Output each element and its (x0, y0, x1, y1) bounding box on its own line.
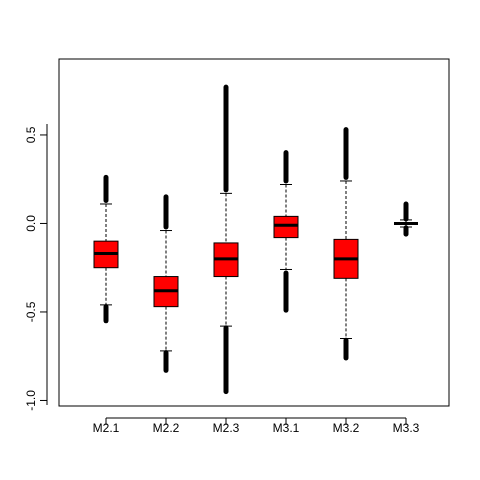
y-tick-label: -0.5 (24, 301, 38, 322)
y-tick-label: 0.5 (24, 126, 38, 143)
box-M3.3 (394, 201, 418, 237)
box-M3.1 (273, 150, 299, 313)
y-axis: -1.0 -0.5 0.0 0.5 (24, 126, 47, 411)
y-tick-label: 0.0 (24, 215, 38, 232)
box-M2.3 (213, 84, 239, 395)
y-tick-label: -1.0 (24, 390, 38, 411)
x-tick-label: M2.3 (213, 421, 240, 435)
boxes-layer (93, 84, 418, 395)
box-M2.1 (93, 174, 119, 324)
box-M2.2 (153, 194, 179, 373)
x-tick-label: M2.1 (93, 421, 120, 435)
x-tick-label: M3.1 (273, 421, 300, 435)
x-tick-label: M2.2 (153, 421, 180, 435)
x-axis: M2.1 M2.2 M2.3 M3.1 M3.2 M3.3 (93, 418, 420, 435)
x-tick-label: M3.3 (393, 421, 420, 435)
box-iqr (273, 215, 299, 239)
box-M3.2 (333, 127, 359, 361)
x-tick-label: M3.2 (333, 421, 360, 435)
plot-border (58, 58, 450, 407)
